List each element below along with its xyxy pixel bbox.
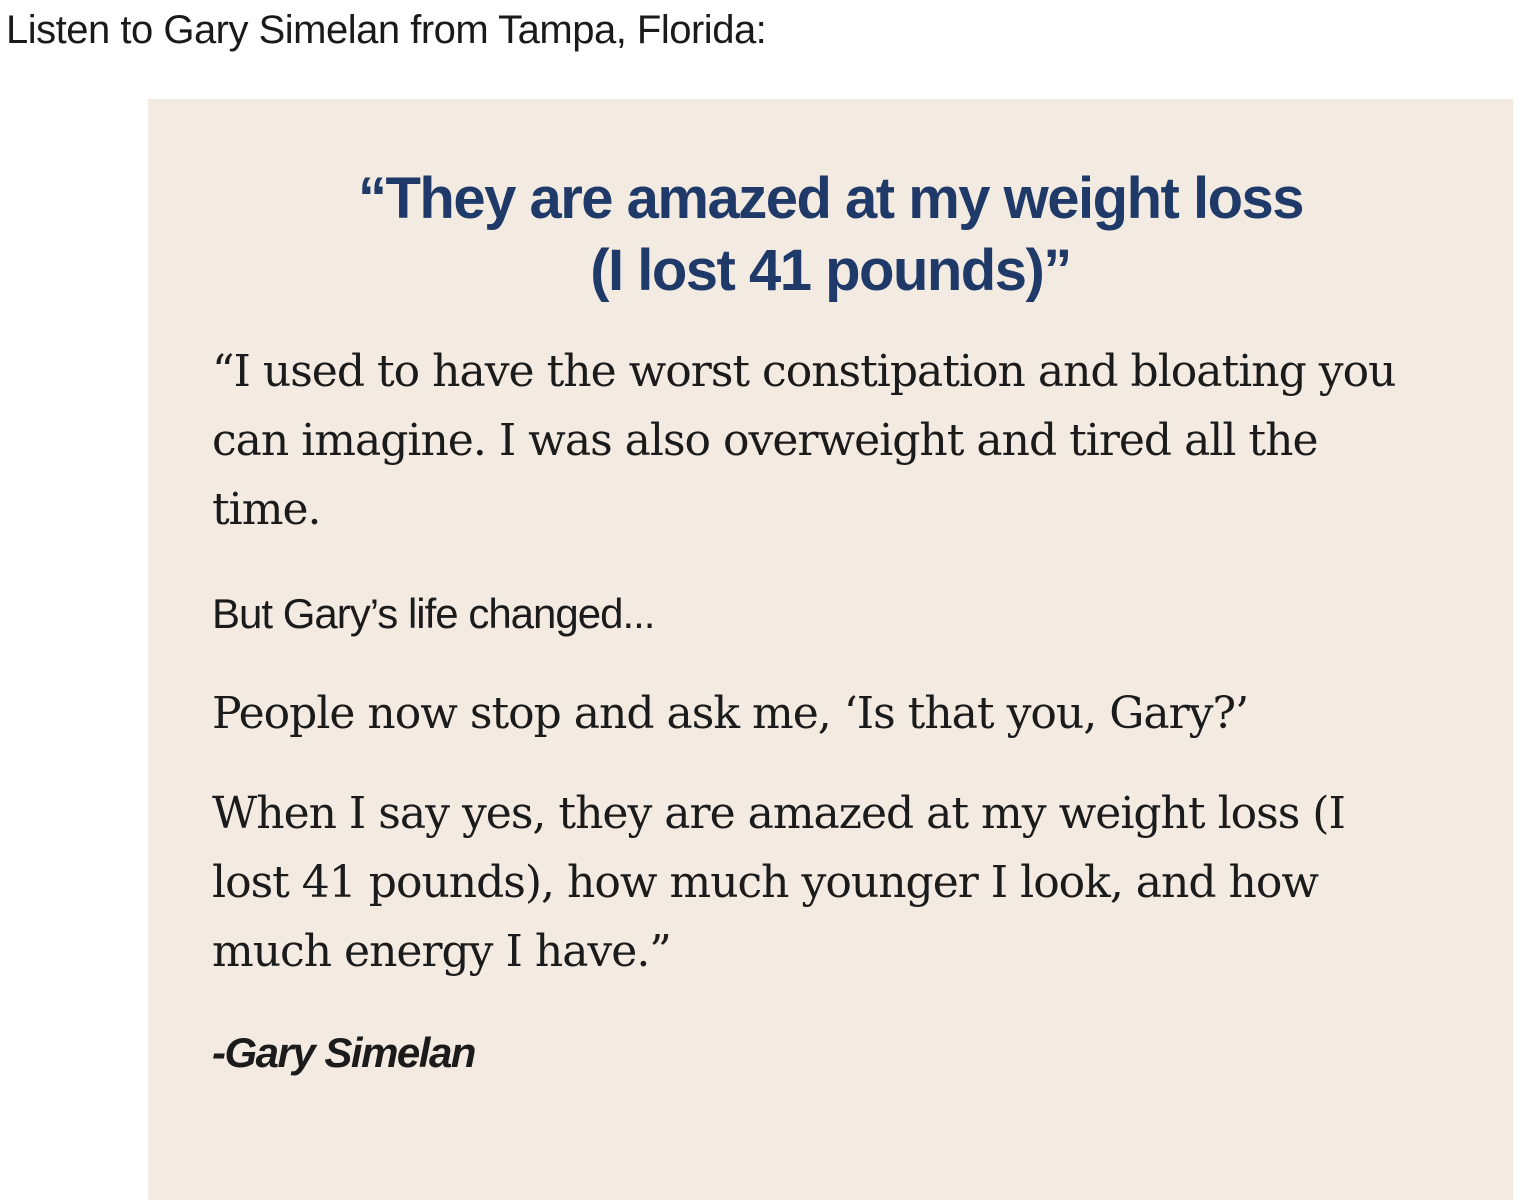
headline-line: (I lost 41 pounds)” (590, 238, 1072, 303)
testimonial-box: “They are amazed at my weight loss (I lo… (148, 99, 1513, 1200)
paragraph: “I used to have the worst constipation a… (212, 346, 1396, 535)
signature: -Gary Simelan (212, 1029, 476, 1076)
headline: “They are amazed at my weight loss (I lo… (148, 163, 1513, 307)
intro: Listen to Gary Simelan from Tampa, Flori… (6, 8, 767, 52)
paragraph: People now stop and ask me, ‘Is that you… (212, 688, 1249, 739)
headline-line: “They are amazed at my weight loss (357, 166, 1305, 231)
paragraph: When I say yes, they are amazed at my we… (212, 788, 1346, 977)
paragraph: But Gary’s life changed... (212, 590, 655, 637)
